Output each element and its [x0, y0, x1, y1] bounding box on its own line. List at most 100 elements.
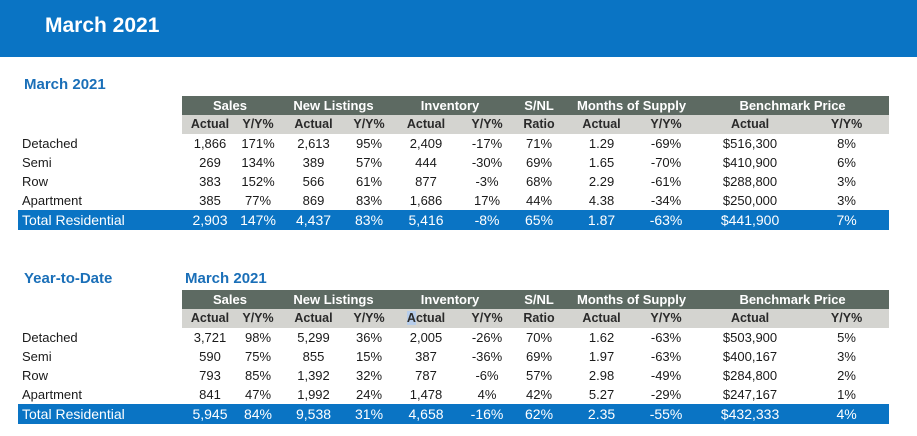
subheader: Ratio	[511, 309, 568, 328]
group-header-sales: Sales	[182, 96, 279, 115]
table-cell: -34%	[650, 193, 682, 208]
table-cell: 134%	[241, 155, 275, 170]
subheader: Y/Y%	[636, 115, 697, 134]
table-cell: 1.65	[588, 155, 615, 170]
table-cell: 877	[415, 174, 437, 189]
row-label: Detached	[22, 136, 78, 151]
subheader: Ratio	[511, 115, 568, 134]
table-cell: 9,538	[278, 404, 350, 424]
row-label: Semi	[22, 155, 52, 170]
table-cell: 32%	[356, 368, 383, 383]
table-cell: 3%	[837, 193, 856, 208]
table-cell: 4.38	[588, 193, 615, 208]
table-cell: 8%	[837, 136, 856, 151]
table-cell: 44%	[526, 193, 553, 208]
table-cell: -16%	[463, 404, 512, 424]
table-cell: 83%	[349, 210, 390, 230]
subheader: Actual	[182, 309, 238, 328]
table-cell: 793	[199, 368, 221, 383]
table-cell: 17%	[474, 193, 501, 208]
table-cell: 4,437	[278, 210, 350, 230]
table-cell: -6%	[475, 368, 499, 383]
table-cell: 787	[415, 368, 437, 383]
table-cell: 389	[302, 155, 325, 170]
table-row: Apartment 841 47% 1,992 24% 1,478 4% 42% 5.27 -29…	[18, 385, 889, 404]
table-cell: 5%	[837, 330, 856, 345]
table-cell: 69%	[526, 349, 553, 364]
header-banner: March 2021	[0, 0, 917, 57]
table-cell: -63%	[650, 330, 682, 345]
group-header-new-listings: New Listings	[278, 290, 390, 309]
header-blank	[18, 96, 182, 115]
subheader: Y/Y%	[804, 115, 890, 134]
row-label: Total Residential	[18, 210, 182, 230]
table-cell: $247,167	[722, 387, 778, 402]
subheader: Y/Y%	[349, 115, 390, 134]
subheader: Actual	[182, 115, 238, 134]
row-label: Row	[22, 174, 49, 189]
total-row: Total Residential 2,903 147% 4,437 83% 5,416-…	[18, 210, 890, 230]
table-cell: -63%	[650, 349, 682, 364]
table-cell: 61%	[356, 174, 383, 189]
table-cell: -61%	[650, 174, 682, 189]
subheader: Actual	[389, 115, 464, 134]
row-label: Row	[22, 368, 49, 383]
subheader: Y/Y%	[804, 309, 890, 328]
table-cell: 5.27	[588, 387, 615, 402]
table-cell: 7%	[804, 210, 890, 230]
table-cell: 36%	[356, 330, 383, 345]
table-cell: -63%	[636, 210, 697, 230]
table-cell: 2,613	[297, 136, 330, 151]
header-blank	[18, 290, 182, 309]
table-cell: 2.35	[567, 404, 637, 424]
table-cell: 841	[199, 387, 221, 402]
table-cell: $284,800	[722, 368, 778, 383]
ytd-table: Sales New Listings Inventory S/NL Months…	[18, 290, 890, 424]
table-cell: $516,300	[722, 136, 778, 151]
table-cell: 42%	[526, 387, 553, 402]
table-cell: 68%	[526, 174, 553, 189]
subheader-text: ctual	[415, 311, 446, 325]
subheader: Actual	[567, 309, 637, 328]
total-row: Total Residential 5,945 84% 9,538 31% 4,658 -1…	[18, 404, 890, 424]
row-label: Apartment	[22, 387, 82, 402]
group-header-months-supply: Months of Supply	[567, 290, 697, 309]
selected-text-highlight: A	[406, 311, 416, 325]
table-cell: $432,333	[696, 404, 805, 424]
group-header-inventory: Inventory	[389, 290, 512, 309]
table-cell: 1.62	[588, 330, 615, 345]
table-cell: 1.97	[588, 349, 615, 364]
subheader: Y/Y%	[463, 309, 512, 328]
table-cell: 77%	[244, 193, 272, 208]
table-cell: 65%	[511, 210, 568, 230]
table-cell: 84%	[238, 404, 279, 424]
subheader: Y/Y%	[238, 309, 279, 328]
table-cell: $288,800	[722, 174, 778, 189]
table-cell: 2,005	[409, 330, 443, 345]
group-header-months-supply: Months of Supply	[567, 96, 697, 115]
table-cell: 387	[415, 349, 437, 364]
subheader: Y/Y%	[238, 115, 279, 134]
table-cell: 147%	[238, 210, 279, 230]
table-cell: -49%	[650, 368, 682, 383]
table-row: Detached 1,866 171% 2,613 95% 2,409 -17% 71% 1.2…	[18, 134, 889, 153]
table-cell: 85%	[244, 368, 272, 383]
ytd-section-subtitle: March 2021	[185, 270, 267, 287]
table-row: Row 793 85% 1,392 32% 787 -6% 57% 2.98 -49% $284,8…	[18, 366, 889, 385]
table-cell: -29%	[650, 387, 682, 402]
table-cell: 75%	[244, 349, 272, 364]
table-cell: 3,721	[193, 330, 227, 345]
subheader: Y/Y%	[349, 309, 390, 328]
subheader: Actual	[696, 115, 805, 134]
table-cell: 383	[199, 174, 221, 189]
table-cell: -55%	[636, 404, 697, 424]
table-cell: 3%	[837, 174, 856, 189]
subheader-highlighted: Actual	[389, 309, 464, 328]
table-cell: 62%	[511, 404, 568, 424]
table-cell: 57%	[356, 155, 383, 170]
table-cell: 4%	[477, 387, 497, 402]
table-cell: 47%	[244, 387, 272, 402]
row-label: Semi	[22, 349, 52, 364]
subheader: Y/Y%	[463, 115, 512, 134]
table-cell: 2%	[837, 368, 856, 383]
